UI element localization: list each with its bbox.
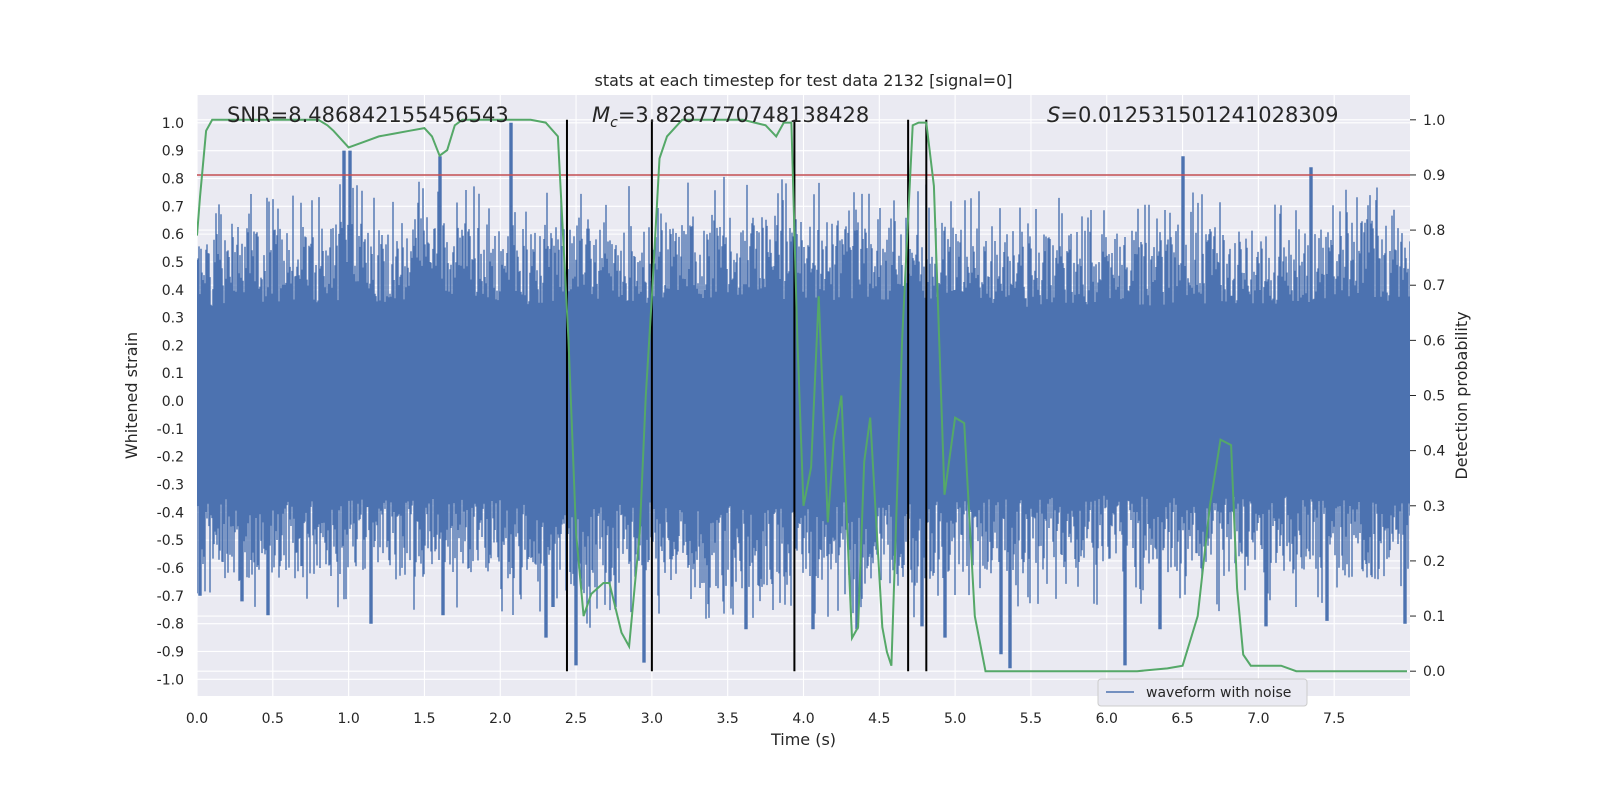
- y-tick-label: -0.1: [157, 422, 184, 438]
- y2-axis-title: Detection probability: [1452, 311, 1471, 479]
- y-tick-label: 1.0: [162, 116, 184, 132]
- s-annotation: S=0.012531501241028309: [1047, 103, 1338, 127]
- y2-tick-label: 0.2: [1423, 554, 1445, 570]
- x-tick-label: 4.5: [868, 711, 890, 727]
- y2-tick-label: 0.1: [1423, 609, 1445, 625]
- chirp-mass-symbol: M: [592, 103, 610, 127]
- y-tick-label: 0.1: [162, 366, 184, 382]
- x-tick-label: 0.5: [262, 711, 284, 727]
- y-tick-label: -0.5: [157, 533, 184, 549]
- x-tick-label: 2.5: [565, 711, 587, 727]
- x-tick-label: 0.0: [186, 711, 208, 727]
- detection-probability-line: [197, 118, 1407, 673]
- x-tick-label: 6.0: [1096, 711, 1118, 727]
- y-tick-label: -0.6: [157, 561, 184, 577]
- legend: waveform with noise: [1097, 678, 1308, 707]
- x-tick-label: 5.0: [944, 711, 966, 727]
- x-tick-label: 1.0: [337, 711, 359, 727]
- y-tick-label: -0.2: [157, 450, 184, 466]
- y2-tick-label: 0.8: [1423, 223, 1445, 239]
- x-tick-label: 7.5: [1323, 711, 1345, 727]
- s-value: =0.012531501241028309: [1060, 103, 1338, 127]
- legend-label-waveform: waveform with noise: [1146, 685, 1291, 701]
- y-tick-label: -0.3: [157, 478, 184, 494]
- y2-tick-label: 0.5: [1423, 389, 1445, 405]
- x-tick-label: 4.0: [792, 711, 814, 727]
- y2-tick-label: 0.9: [1423, 168, 1445, 184]
- y-tick-label: 0.3: [162, 311, 184, 327]
- waveform-line: [197, 122, 1410, 669]
- y-tick-label: 0.7: [162, 199, 184, 215]
- y-tick-label: 0.8: [162, 171, 184, 187]
- y2-tick-label: 0.3: [1423, 499, 1445, 515]
- s-symbol: S: [1047, 103, 1060, 127]
- y-tick-label: 0.4: [162, 283, 184, 299]
- y2-tick-label: 1.0: [1423, 113, 1445, 129]
- y2-tick-label: 0.7: [1423, 278, 1445, 294]
- x-tick-label: 7.0: [1247, 711, 1269, 727]
- x-tick-label: 2.0: [489, 711, 511, 727]
- plot-contents: [197, 118, 1410, 673]
- y-tick-label: 0.5: [162, 255, 184, 271]
- y-tick-label: -0.4: [157, 505, 184, 521]
- y-tick-label: 0.6: [162, 227, 184, 243]
- y-tick-label: 0.9: [162, 144, 184, 160]
- x-tick-label: 3.0: [641, 711, 663, 727]
- snr-annotation: SNR=8.486842155456543: [227, 103, 509, 127]
- chart-title: stats at each timestep for test data 213…: [594, 71, 1012, 90]
- legend-box: [1097, 678, 1308, 707]
- y2-tick-label: 0.0: [1423, 664, 1445, 680]
- x-axis-title: Time (s): [770, 730, 836, 749]
- x-tick-label: 1.5: [413, 711, 435, 727]
- y-tick-label: -0.9: [157, 644, 184, 660]
- y2-tick-label: 0.4: [1423, 444, 1445, 460]
- y-axis-title: Whitened strain: [122, 332, 141, 459]
- y2-tick-label: 0.6: [1423, 333, 1445, 349]
- x-tick-label: 6.5: [1171, 711, 1193, 727]
- axes: 0.0 0.5 1.0 1.5 2.0 2.5 3.0 3.5 4.0 4.5 5.0 5.5 6.0 6…: [157, 113, 1446, 727]
- y-tick-label: -1.0: [157, 672, 184, 688]
- y-tick-label: 0.2: [162, 338, 184, 354]
- y-tick-label: -0.8: [157, 617, 184, 633]
- chirp-mass-subscript: c: [610, 115, 618, 131]
- chirp-mass-value: =3.8287770748138428: [618, 103, 869, 127]
- y-tick-label: 0.0: [162, 394, 184, 410]
- chirp-mass-annotation: Mc=3.8287770748138428: [592, 103, 869, 131]
- x-tick-label: 3.5: [717, 711, 739, 727]
- x-tick-label: 5.5: [1020, 711, 1042, 727]
- y-tick-label: -0.7: [157, 589, 184, 605]
